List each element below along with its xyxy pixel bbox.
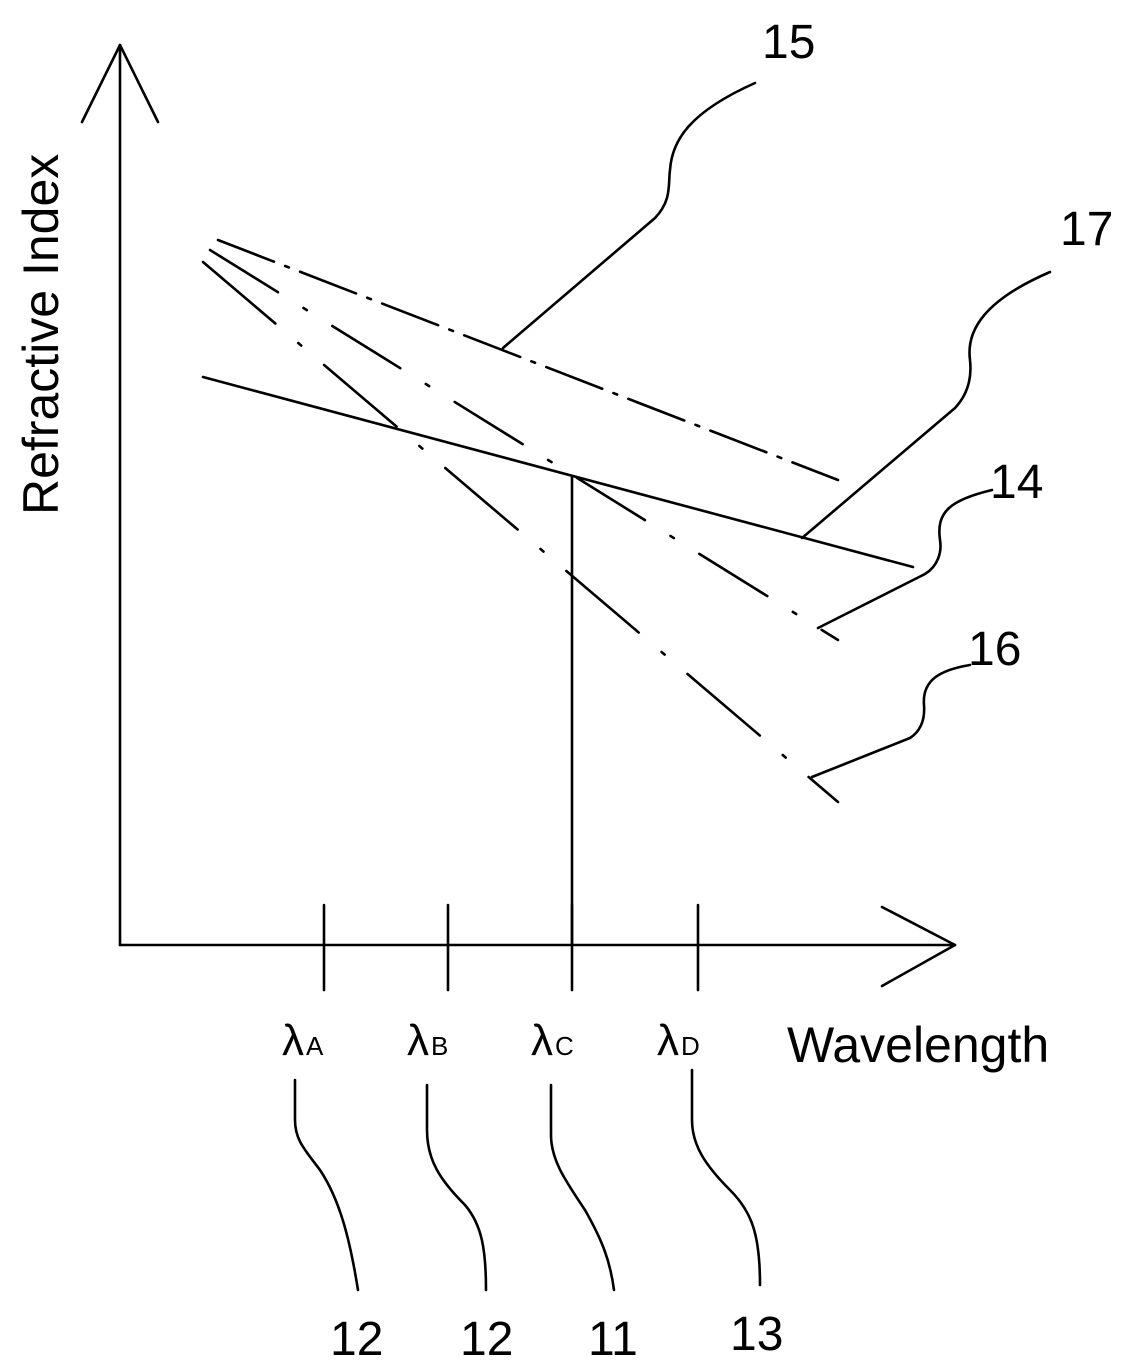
ref-13-lambda-d: 13 bbox=[730, 1308, 783, 1361]
y-axis-title: Refractive Index bbox=[13, 154, 69, 515]
leader-lines bbox=[293, 81, 1052, 1292]
lambda-c-label: λC bbox=[531, 1016, 574, 1065]
reference-numerals: 15 17 14 16 12 12 11 13 bbox=[330, 16, 1113, 1366]
leader-17 bbox=[800, 270, 1052, 540]
wavelength-labels: λA λB λC λD bbox=[282, 1016, 700, 1065]
x-axis bbox=[118, 905, 957, 988]
curve-14-dash-dot bbox=[208, 248, 840, 642]
ref-14: 14 bbox=[990, 456, 1043, 509]
leader-14 bbox=[816, 488, 994, 630]
lambda-d-label: λD bbox=[657, 1016, 700, 1065]
lambda-a-label: λA bbox=[282, 1016, 324, 1065]
x-axis-title: Wavelength bbox=[787, 1017, 1049, 1073]
curve-16-dash-dot bbox=[201, 260, 840, 804]
leader-11-lambda-c bbox=[549, 1083, 616, 1292]
leader-12-lambda-b bbox=[425, 1083, 488, 1292]
y-axis-arrowhead bbox=[80, 43, 160, 124]
leader-16 bbox=[810, 663, 972, 779]
wavelength-ticks bbox=[322, 903, 700, 992]
curve-15-dash-dot bbox=[216, 238, 840, 482]
leader-12-lambda-a bbox=[293, 1078, 360, 1292]
x-axis-arrowhead bbox=[880, 905, 957, 988]
lambda-b-label: λB bbox=[407, 1016, 448, 1065]
ref-12-lambda-b: 12 bbox=[460, 1313, 513, 1366]
ref-17: 17 bbox=[1060, 203, 1113, 256]
ref-11-lambda-c: 11 bbox=[588, 1313, 638, 1366]
curve-17-solid bbox=[201, 375, 915, 569]
ref-16: 16 bbox=[968, 623, 1021, 676]
y-axis bbox=[80, 43, 160, 947]
leader-13-lambda-d bbox=[690, 1068, 762, 1287]
ref-15: 15 bbox=[762, 16, 815, 69]
ref-12-lambda-a: 12 bbox=[330, 1313, 383, 1366]
leader-15 bbox=[501, 81, 757, 350]
